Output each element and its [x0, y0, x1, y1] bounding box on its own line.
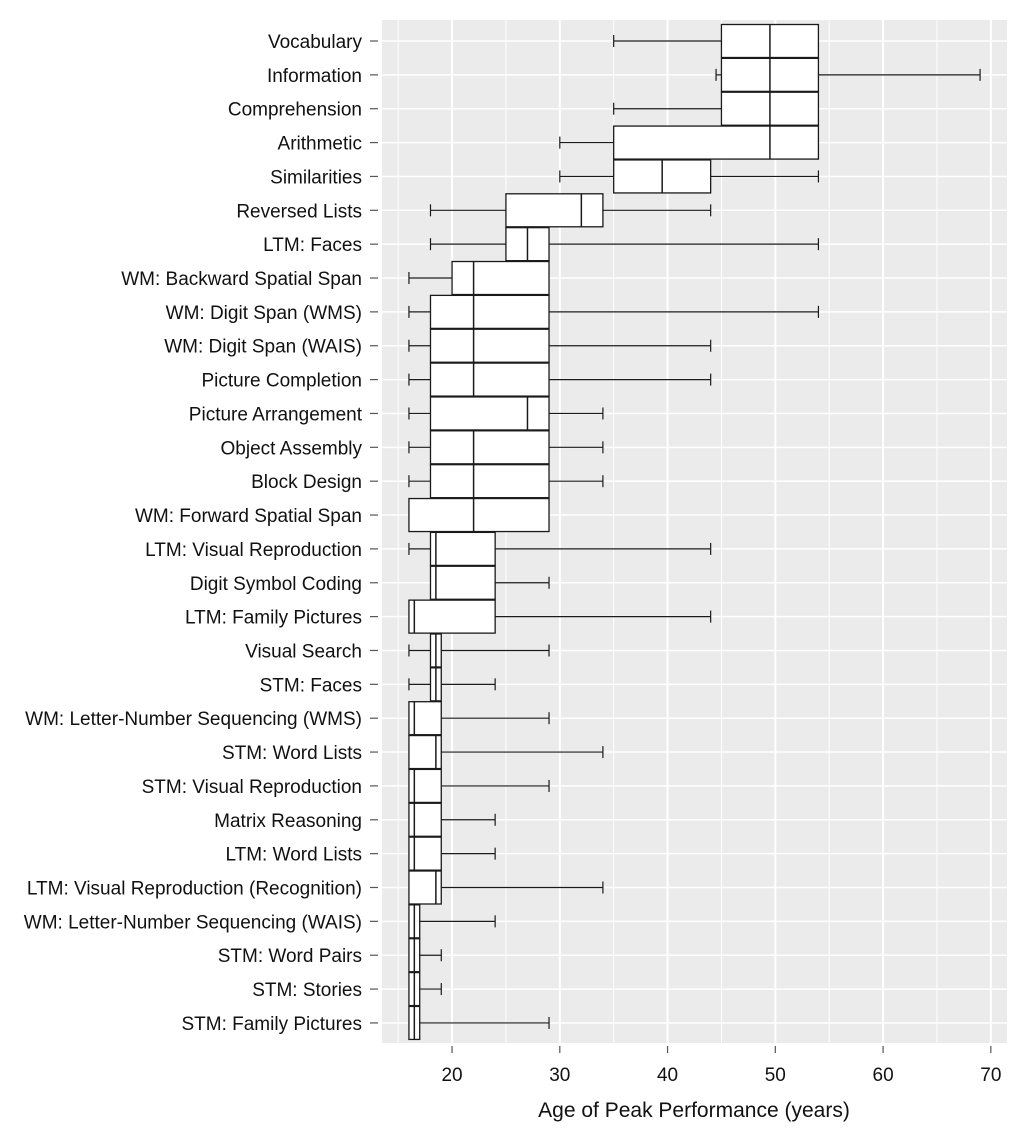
- category-label: LTM: Visual Reproduction: [145, 540, 362, 561]
- category-label: Object Assembly: [221, 438, 363, 459]
- category-label: Similarities: [270, 167, 362, 188]
- box-ltm-visual-reproduction: [408, 531, 712, 567]
- x-axis-title: Age of Peak Performance (years): [538, 1099, 850, 1122]
- category-label-layer: Vocabulary Information Comprehension Arithm…: [24, 32, 378, 1035]
- category-label: Visual Search: [245, 641, 362, 662]
- category-label: Information: [267, 66, 362, 87]
- x-tick-layer: 20 30 40 50 60 70: [441, 1046, 1001, 1086]
- category-label: LTM: Visual Reproduction (Recognition): [27, 879, 362, 900]
- category-label: Vocabulary: [268, 32, 363, 53]
- category-label: Digit Symbol Coding: [190, 574, 362, 595]
- category-label: Picture Completion: [201, 371, 362, 392]
- x-tick-label: 40: [657, 1065, 678, 1086]
- box-stm-family-pictures: [408, 1005, 550, 1041]
- x-tick-label: 50: [765, 1065, 786, 1086]
- category-label: Matrix Reasoning: [214, 811, 362, 832]
- category-label: Reversed Lists: [236, 201, 362, 222]
- iqr-box: [408, 599, 496, 634]
- category-label: STM: Word Lists: [222, 743, 362, 764]
- box-arithmetic: [559, 125, 820, 160]
- box-ltm-word-lists: [408, 836, 496, 871]
- box-visual-search: [408, 633, 550, 668]
- box-ltm-visual-reproduction-recognition: [408, 870, 604, 905]
- category-label: WM: Letter-Number Sequencing (WAIS): [24, 912, 362, 933]
- box-stm-word-pairs: [408, 938, 442, 973]
- box-vocabulary: [613, 23, 820, 59]
- category-label: WM: Letter-Number Sequencing (WMS): [25, 709, 362, 730]
- box-wm-digit-span-wms: [408, 294, 820, 330]
- box-reversed-lists: [429, 193, 712, 228]
- iqr-box: [408, 497, 550, 533]
- category-label: Picture Arrangement: [189, 404, 363, 425]
- box-stm-visual-reproduction: [408, 768, 550, 804]
- box-wm-backward-spatial-span: [408, 260, 550, 296]
- box-digit-symbol-coding: [429, 565, 550, 600]
- x-tick-label: 20: [441, 1065, 462, 1086]
- category-label: Block Design: [251, 472, 362, 493]
- box-ltm-family-pictures: [408, 599, 712, 634]
- box-similarities: [559, 159, 820, 194]
- category-label: LTM: Word Lists: [225, 845, 362, 866]
- x-tick-label: 60: [873, 1065, 894, 1086]
- box-wm-digit-span-wais: [408, 328, 712, 363]
- iqr-box: [429, 396, 550, 431]
- category-label: WM: Digit Span (WAIS): [164, 337, 362, 358]
- box-stm-stories: [408, 971, 442, 1007]
- box-ltm-faces: [429, 227, 820, 262]
- box-layer: [408, 23, 981, 1041]
- iqr-box: [451, 260, 550, 296]
- box-stm-word-lists: [408, 734, 604, 770]
- iqr-box: [429, 464, 550, 499]
- iqr-box: [613, 125, 820, 160]
- iqr-box: [429, 430, 550, 465]
- category-label: STM: Word Pairs: [218, 946, 362, 967]
- category-label: WM: Backward Spatial Span: [121, 269, 362, 290]
- box-wm-letter-number-sequencing-wms: [408, 701, 550, 736]
- category-label: LTM: Faces: [263, 235, 362, 256]
- box-comprehension: [613, 91, 820, 126]
- box-wm-letter-number-sequencing-wais: [408, 904, 496, 939]
- iqr-box: [505, 193, 604, 228]
- box-block-design: [408, 464, 604, 499]
- category-label: Arithmetic: [278, 134, 362, 155]
- x-tick-label: 70: [980, 1065, 1001, 1086]
- category-label: WM: Forward Spatial Span: [135, 506, 362, 527]
- category-label: LTM: Family Pictures: [185, 608, 362, 629]
- iqr-box: [429, 531, 496, 567]
- iqr-box: [429, 294, 550, 330]
- box-picture-arrangement: [408, 396, 604, 431]
- iqr-box: [429, 565, 496, 600]
- category-label: STM: Faces: [260, 675, 362, 696]
- box-picture-completion: [408, 362, 712, 397]
- category-label: WM: Digit Span (WMS): [166, 303, 362, 324]
- category-label: Comprehension: [228, 100, 362, 121]
- box-wm-forward-spatial-span: [408, 497, 550, 533]
- iqr-box: [429, 362, 550, 397]
- box-stm-faces: [408, 667, 496, 702]
- box-information: [715, 57, 981, 93]
- category-label: STM: Visual Reproduction: [142, 777, 362, 798]
- box-object-assembly: [408, 430, 604, 465]
- box-matrix-reasoning: [408, 802, 496, 837]
- iqr-box: [429, 328, 550, 363]
- category-label: STM: Stories: [252, 980, 362, 1001]
- category-label: STM: Family Pictures: [181, 1014, 362, 1035]
- x-tick-label: 30: [549, 1065, 570, 1086]
